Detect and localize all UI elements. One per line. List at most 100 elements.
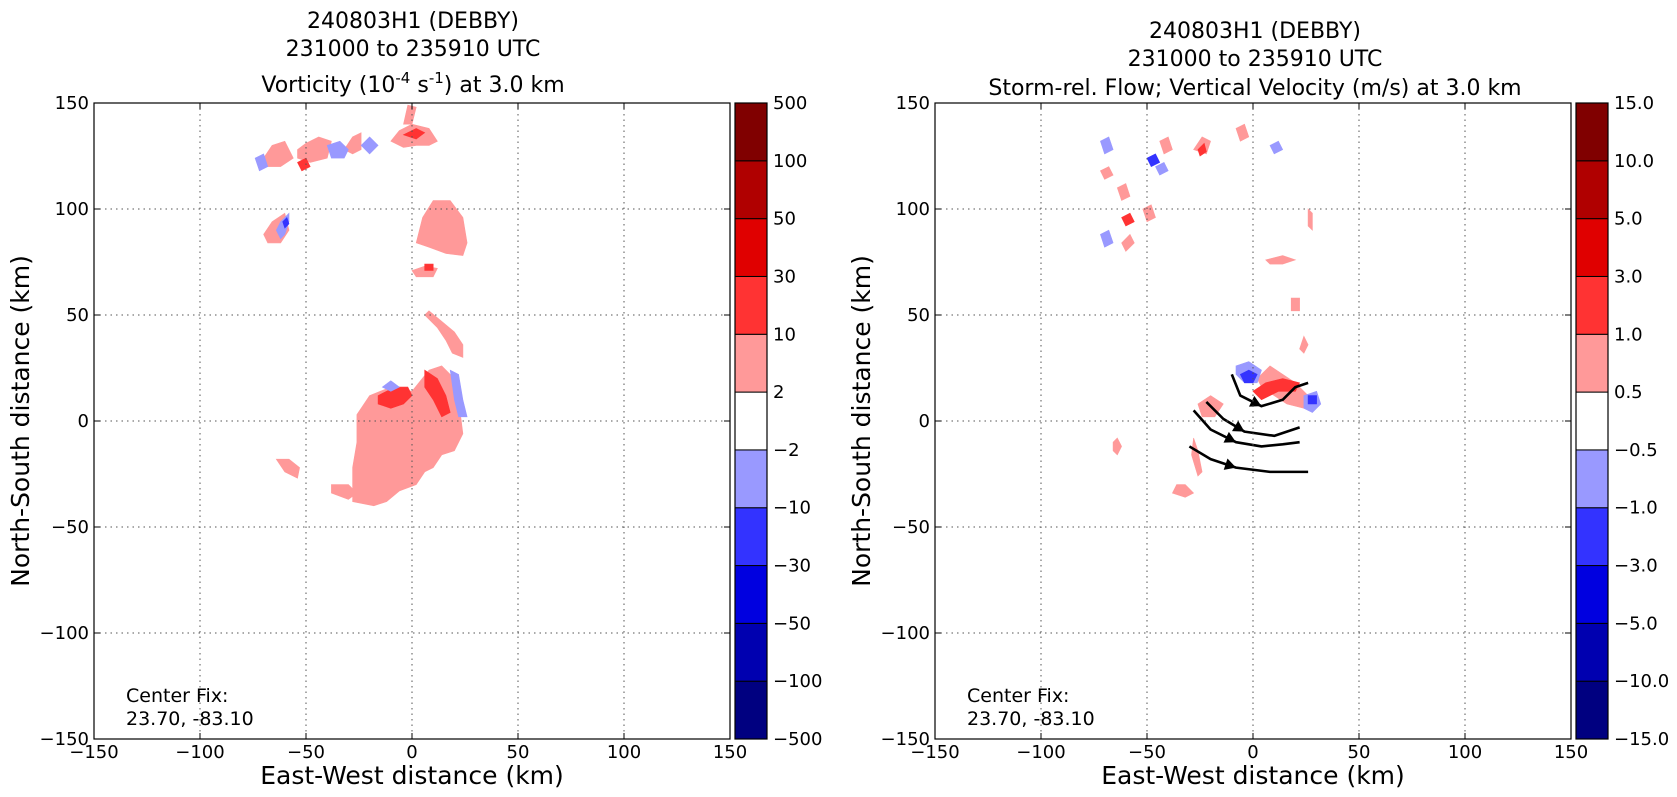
colorbar-label: 50 xyxy=(773,209,796,230)
right-contour-fills xyxy=(1099,123,1322,498)
left-contour-region xyxy=(326,140,349,159)
flow-arrowhead xyxy=(1232,420,1245,432)
colorbar-label: 15.0 xyxy=(1614,93,1654,114)
right-plot-area: −150 −100 −50 0 50 100 150 −150 −100 −50 0 50 100 150… xyxy=(847,93,1588,790)
right-contour-region xyxy=(1265,255,1297,265)
flow-arrowhead xyxy=(1223,431,1237,443)
right-contour-region xyxy=(1100,229,1114,248)
colorbar-label: 100 xyxy=(773,151,807,172)
right-contour-region xyxy=(1299,335,1309,354)
colorbar-label: −5.0 xyxy=(1614,613,1658,634)
flow-streamline xyxy=(1192,409,1300,448)
left-contour-region xyxy=(343,132,362,155)
colorbar-label: −10.0 xyxy=(1614,671,1669,692)
left-title-line2: 231000 to 235910 UTC xyxy=(286,37,541,62)
colorbar-swatch xyxy=(1575,507,1609,567)
left-title-line1: 240803H1 (DEBBY) xyxy=(307,9,519,34)
x-tick-label: 100 xyxy=(1448,742,1482,763)
right-center-fix-label: Center Fix: xyxy=(967,685,1069,707)
left-contour-region xyxy=(424,263,434,271)
left-contour-region xyxy=(331,484,358,500)
colorbar-label: −10 xyxy=(773,498,811,519)
colorbar-swatch xyxy=(1575,391,1609,451)
x-tick-label: −50 xyxy=(1128,742,1166,763)
colorbar-label: 10.0 xyxy=(1614,151,1654,172)
right-contour-region xyxy=(1112,437,1122,456)
colorbar-label: −100 xyxy=(773,671,822,692)
colorbar-swatch xyxy=(734,507,768,567)
right-contour-region xyxy=(1290,297,1300,312)
colorbar-swatch xyxy=(734,391,768,451)
left-center-fix-label: Center Fix: xyxy=(126,685,228,707)
left-contour-region xyxy=(449,369,468,418)
right-x-axis-label: East-West distance (km) xyxy=(1101,761,1405,790)
right-contour-region xyxy=(1142,204,1156,223)
right-contour-region xyxy=(1121,212,1135,227)
right-contour-region xyxy=(1235,123,1250,142)
left-contour-region xyxy=(297,157,311,172)
left-title-line3: Vorticity (10-4 s-1) at 3.0 km xyxy=(261,69,564,98)
right-contour-region xyxy=(1146,153,1161,168)
colorbar-label: 500 xyxy=(773,93,807,114)
colorbar-swatch xyxy=(734,160,768,220)
colorbar-swatch xyxy=(734,680,768,740)
colorbar-swatch xyxy=(1575,333,1609,393)
y-tick-label: −100 xyxy=(40,623,89,644)
colorbar-label: 30 xyxy=(773,266,796,287)
colorbar-frame xyxy=(734,102,768,740)
y-tick-label: 100 xyxy=(896,199,930,220)
x-tick-label: −150 xyxy=(69,742,118,763)
y-tick-label: −100 xyxy=(881,623,930,644)
colorbar-swatch xyxy=(1575,218,1609,277)
colorbar-label: −50 xyxy=(773,613,811,634)
left-contour-region xyxy=(275,458,300,479)
left-contour-region xyxy=(415,200,468,256)
left-plot-area: −150 −100 −50 0 50 100 150 −150 −100 −50 0 50 100 150… xyxy=(6,93,747,790)
left-panel-title: 240803H1 (DEBBY) 231000 to 235910 UTC Vo… xyxy=(261,9,564,98)
colorbar-label: 10 xyxy=(773,324,796,345)
colorbar-swatch xyxy=(1575,160,1609,220)
colorbar-frame xyxy=(1575,102,1609,740)
colorbar-swatch xyxy=(1575,680,1609,740)
left-contour-region xyxy=(403,104,417,125)
right-contour-region xyxy=(1269,140,1284,155)
colorbar-label: −30 xyxy=(773,556,811,577)
x-tick-label: 100 xyxy=(607,742,641,763)
x-tick-label: −100 xyxy=(175,742,224,763)
colorbar-label: −0.5 xyxy=(1614,440,1658,461)
y-tick-label: −50 xyxy=(51,517,89,538)
right-contour-region xyxy=(1099,166,1114,180)
colorbar-label: 3.0 xyxy=(1614,266,1643,287)
x-tick-label: 0 xyxy=(1247,742,1258,763)
right-contour-region xyxy=(1191,437,1203,477)
colorbar-label: 2 xyxy=(773,382,784,403)
left-contour-region xyxy=(381,380,400,392)
right-gridlines xyxy=(935,103,1571,739)
colorbar-swatch xyxy=(734,449,768,509)
left-center-fix-value: 23.70, -83.10 xyxy=(126,708,254,730)
colorbar-swatch xyxy=(734,622,768,682)
colorbar-label: 5.0 xyxy=(1614,209,1643,230)
right-contour-region xyxy=(1100,136,1114,155)
colorbar-label: −15.0 xyxy=(1614,729,1669,750)
y-tick-label: 50 xyxy=(66,305,89,326)
left-contour-region xyxy=(282,216,290,229)
right-contour-region xyxy=(1121,233,1135,252)
right-contour-region xyxy=(1155,161,1169,176)
left-contour-fills xyxy=(254,104,468,507)
left-colorbar: −500 −100 −50 −30 −10 −2 2 10 30 50 100 500 xyxy=(734,93,822,750)
x-tick-label: 150 xyxy=(713,742,747,763)
colorbar-swatch xyxy=(1575,102,1609,162)
left-x-axis-label: East-West distance (km) xyxy=(260,761,564,790)
right-panel-title: 240803H1 (DEBBY) 231000 to 235910 UTC St… xyxy=(988,19,1521,101)
flow-arrowhead xyxy=(1223,458,1237,470)
y-tick-label: −150 xyxy=(40,729,89,750)
y-tick-label: 0 xyxy=(78,411,89,432)
colorbar-label: 1.0 xyxy=(1614,324,1643,345)
colorbar-swatch xyxy=(1575,565,1609,624)
colorbar-swatch xyxy=(1575,275,1609,335)
left-y-axis-label: North-South distance (km) xyxy=(6,255,35,587)
colorbar-swatch xyxy=(734,102,768,162)
x-tick-label: 50 xyxy=(1348,742,1371,763)
